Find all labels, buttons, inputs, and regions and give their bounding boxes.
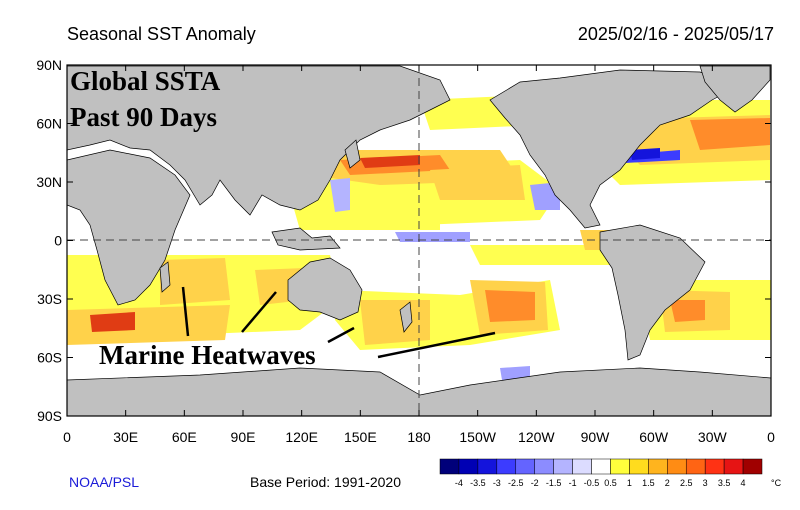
colorbar-swatch <box>742 458 763 475</box>
lon-label: 150E <box>344 429 377 445</box>
lon-label: 0 <box>767 429 775 445</box>
lon-label: 0 <box>63 429 71 445</box>
colorbar-label: 1.5 <box>642 478 655 488</box>
madagascar <box>159 261 171 293</box>
new-zealand <box>399 301 413 333</box>
lon-label: 30W <box>698 429 728 445</box>
colorbar-swatch <box>723 458 744 475</box>
colorbar-label: 3 <box>703 478 708 488</box>
lon-label: 90W <box>581 429 611 445</box>
colorbar <box>439 458 763 475</box>
colorbar-label: 3.5 <box>718 478 731 488</box>
colorbar-labels: -4 -3.5 -3 -2.5 -2 -1.5 -1 -0.5 0.5 1 1.5 2 2.5 3 3.5 4 <box>455 478 746 488</box>
colorbar-label: -3.5 <box>470 478 486 488</box>
lon-label: 60W <box>639 429 669 445</box>
colorbar-swatch <box>496 458 517 475</box>
lat-label: 0 <box>54 233 62 249</box>
antarctica <box>67 367 771 416</box>
colorbar-label: -3 <box>493 478 501 488</box>
lon-label: 120W <box>518 429 555 445</box>
org-label: NOAA/PSL <box>69 474 140 490</box>
headline-line2: Past 90 Days <box>70 102 217 132</box>
colorbar-label: 2.5 <box>680 478 693 488</box>
australia <box>287 257 363 321</box>
callout-pointers <box>181 286 496 359</box>
north-america <box>489 69 741 229</box>
colorbar-swatch <box>685 458 706 475</box>
lat-label: 30N <box>36 174 62 190</box>
date-range: 2025/02/16 - 2025/05/17 <box>577 24 774 44</box>
colorbar-swatch <box>477 458 498 475</box>
lat-label: 30S <box>37 291 62 307</box>
colorbar-unit: °C <box>771 478 782 488</box>
colorbar-swatch <box>572 458 592 475</box>
lat-label: 60N <box>36 116 62 132</box>
headline-line1: Global SSTA <box>70 66 221 96</box>
colorbar-swatch <box>515 458 535 475</box>
lat-label: 90S <box>37 408 62 424</box>
colorbar-swatch <box>648 458 668 475</box>
colorbar-label: -1.5 <box>546 478 562 488</box>
map-title: Seasonal SST Anomaly <box>67 24 256 44</box>
colorbar-label: -4 <box>455 478 463 488</box>
colorbar-label: 0.5 <box>604 478 617 488</box>
lon-label: 150W <box>459 429 496 445</box>
colorbar-swatch <box>629 458 649 475</box>
callout-label: Marine Heatwaves <box>99 340 316 370</box>
lat-label: 90N <box>36 57 62 73</box>
lat-label: 60S <box>37 350 62 366</box>
japan <box>344 139 361 169</box>
colorbar-swatch <box>610 458 630 475</box>
south-america <box>599 224 706 361</box>
colorbar-swatch <box>458 458 479 475</box>
eurasia <box>67 65 451 216</box>
colorbar-swatch <box>667 458 687 475</box>
africa <box>67 149 191 306</box>
land-layer <box>67 65 771 416</box>
lon-label: 120E <box>285 429 318 445</box>
colorbar-label: 2 <box>665 478 670 488</box>
colorbar-label: -0.5 <box>584 478 600 488</box>
indonesia <box>271 227 341 251</box>
axis-ticks <box>66 64 772 417</box>
colorbar-label: -2.5 <box>508 478 524 488</box>
colorbar-swatch <box>591 458 611 475</box>
colorbar-swatch <box>553 458 573 475</box>
colorbar-swatch <box>534 458 554 475</box>
lon-label: 60E <box>172 429 197 445</box>
base-period: Base Period: 1991-2020 <box>250 474 401 490</box>
longitude-labels: 0 30E 60E 90E 120E 150E 180 150W 120W 90W 60W 30W 0 <box>63 429 775 445</box>
colorbar-label: 4 <box>741 478 746 488</box>
lon-label: 30E <box>113 429 138 445</box>
colorbar-label: -1 <box>569 478 577 488</box>
lon-label: 180 <box>407 429 431 445</box>
greenland <box>699 65 771 113</box>
colorbar-swatch <box>704 458 725 475</box>
lon-label: 90E <box>231 429 256 445</box>
latitude-labels: 90N 60N 30N 0 30S 60S 90S <box>36 57 62 424</box>
colorbar-label: 1 <box>627 478 632 488</box>
colorbar-swatch <box>439 458 460 475</box>
colorbar-label: -2 <box>531 478 539 488</box>
